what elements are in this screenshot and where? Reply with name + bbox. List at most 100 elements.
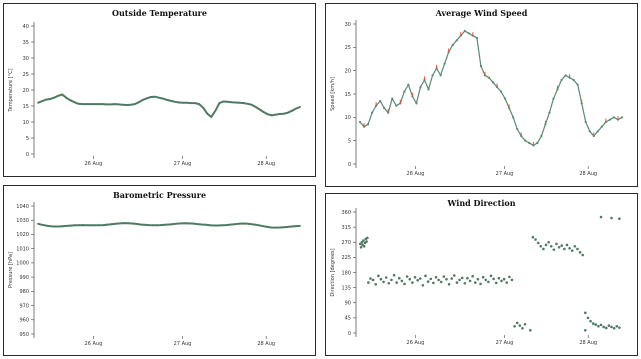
- data-point: [382, 280, 385, 284]
- data-point: [608, 118, 612, 121]
- data-point: [588, 130, 591, 133]
- y-tick-label: 15: [345, 92, 351, 98]
- data-point: [612, 116, 616, 119]
- data-point: [282, 112, 285, 115]
- data-point: [589, 319, 592, 323]
- data-point: [65, 225, 68, 227]
- data-point: [542, 247, 545, 251]
- data-point: [544, 243, 548, 247]
- data-point: [102, 224, 105, 226]
- data-point: [455, 281, 459, 284]
- data-point: [568, 247, 571, 250]
- data-point: [584, 329, 587, 332]
- data-point: [581, 253, 584, 257]
- data-point: [523, 322, 527, 326]
- data-point: [274, 226, 277, 229]
- y-tick-label: 960: [19, 318, 29, 324]
- chart-svg: Average Wind Speed 0 5 10 15 20 25 30 Speed [km/…: [330, 8, 624, 177]
- data-point: [548, 111, 551, 114]
- data-point: [536, 141, 539, 145]
- chart-svg: Outside Temperature 0 5 10 15 20 25 30 35 40 Tempe…: [8, 8, 301, 167]
- data-point: [416, 278, 419, 282]
- data-point: [194, 102, 197, 105]
- x-tick-label: 27 Aug: [174, 341, 192, 347]
- data-point: [123, 222, 125, 224]
- data-point: [489, 274, 493, 278]
- data-point: [110, 223, 113, 226]
- chart-title: Barometric Pressure: [113, 190, 206, 200]
- y-tick-label: 10: [345, 115, 351, 121]
- data-point: [576, 247, 579, 251]
- data-point: [37, 101, 39, 104]
- data-point: [599, 323, 603, 327]
- data-point: [405, 275, 409, 278]
- data-point: [204, 223, 207, 226]
- data-point: [262, 225, 265, 228]
- data-point: [497, 276, 501, 280]
- data-point: [90, 224, 93, 227]
- y-tick-label: 0: [348, 162, 351, 168]
- data-point: [516, 127, 519, 131]
- data-point: [557, 245, 561, 249]
- data-point: [237, 222, 240, 225]
- data-point: [473, 281, 477, 284]
- data-point: [188, 222, 191, 225]
- data-point: [270, 114, 273, 117]
- data-point: [424, 274, 427, 278]
- data-point: [358, 242, 362, 246]
- data-point: [597, 324, 600, 328]
- data-point: [213, 224, 215, 227]
- data-point: [295, 225, 297, 227]
- data-point: [164, 223, 166, 226]
- data-point: [73, 101, 76, 104]
- data-point: [384, 276, 388, 279]
- data-point: [395, 104, 398, 107]
- data-point: [431, 74, 434, 77]
- data-point: [106, 223, 109, 226]
- data-point: [366, 123, 370, 126]
- data-point: [392, 273, 396, 277]
- chart-barometric-pressure: Barometric Pressure 950 960 970 980 990 1000 10…: [3, 185, 316, 356]
- data-point: [502, 277, 506, 281]
- chart-title: Average Wind Speed: [435, 8, 528, 18]
- data-point: [427, 88, 430, 91]
- data-point: [612, 326, 616, 330]
- data-point: [200, 223, 203, 226]
- data-point: [41, 100, 43, 103]
- data-point: [45, 224, 48, 227]
- data-point: [398, 276, 401, 280]
- data-point: [403, 282, 406, 286]
- data-point: [499, 90, 503, 93]
- data-point: [278, 226, 281, 229]
- data-point: [560, 244, 564, 247]
- data-point: [202, 107, 205, 109]
- y-tick-label: 15: [23, 104, 29, 110]
- data-point: [487, 280, 490, 284]
- data-point: [447, 282, 451, 286]
- data-point: [270, 226, 273, 229]
- y-tick-label: 30: [345, 22, 351, 28]
- data-point: [529, 329, 532, 332]
- data-point: [250, 103, 253, 106]
- data-point: [578, 251, 582, 254]
- data-point: [362, 244, 366, 248]
- data-point: [400, 279, 404, 283]
- data-point: [458, 278, 461, 282]
- data-point: [618, 217, 621, 221]
- data-point: [249, 223, 252, 225]
- data-point: [594, 323, 598, 326]
- y-axis-label: Speed [km/h]: [330, 77, 336, 111]
- data-point: [547, 240, 550, 244]
- data-point: [475, 36, 478, 40]
- data-point: [460, 276, 464, 280]
- data-point: [573, 244, 577, 248]
- data-point: [515, 321, 519, 325]
- data-point: [521, 326, 524, 330]
- y-tick-label: 135: [341, 285, 351, 291]
- y-tick-label: 970: [19, 303, 29, 309]
- data-point: [49, 225, 52, 228]
- data-point: [196, 223, 199, 225]
- data-point: [360, 240, 364, 244]
- data-point: [225, 224, 228, 226]
- data-point: [528, 141, 531, 145]
